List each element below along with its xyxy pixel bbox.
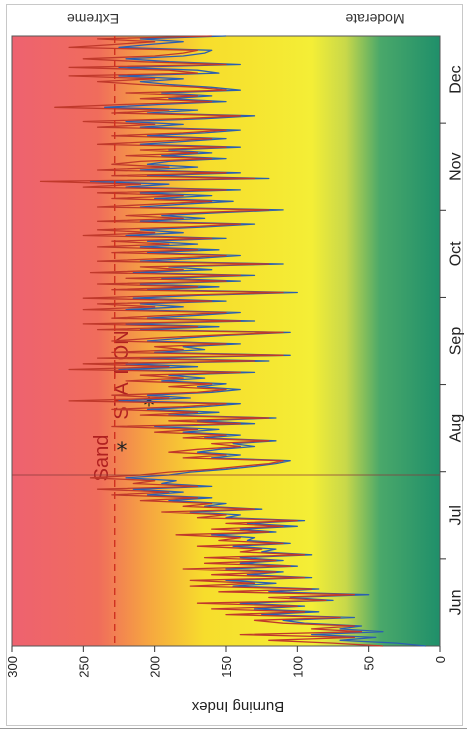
x-tick-label: Jun: [447, 590, 464, 616]
scan-edge-line: [0, 728, 467, 729]
zone-label-top-group: Extreme: [67, 11, 119, 27]
y-tick-label: 250: [76, 656, 91, 678]
annotation-sand-group: Sand: [91, 435, 113, 482]
overlay-layer: [12, 36, 440, 646]
page-frame: [6, 4, 463, 726]
y-tick-label: 300: [5, 656, 20, 678]
y-axis-title-group: Burning Index: [191, 698, 284, 715]
y-tick-label: 50: [362, 656, 377, 670]
x-tick-label: Sep: [447, 327, 464, 356]
zone-label-extreme: Extreme: [67, 11, 119, 27]
y-axis-title: Burning Index: [191, 698, 284, 715]
x-tick-label: Oct: [447, 241, 464, 266]
zone-label-bottom-group: Moderate: [345, 11, 404, 27]
plot-background: [12, 36, 440, 646]
zone-label-moderate: Moderate: [345, 11, 404, 27]
series-layer: [39, 35, 426, 647]
y-tick-label: 200: [148, 656, 163, 678]
station-star-2: *: [144, 394, 155, 419]
x-tick-label: Nov: [447, 152, 464, 180]
y-tick-label: 0: [433, 656, 448, 663]
station-star-1: *: [117, 439, 128, 464]
x-tick-label: Jul: [447, 505, 464, 525]
x-tick-label: Aug: [447, 414, 464, 442]
y-tick-label: 150: [219, 656, 234, 678]
y-tick-label: 100: [290, 656, 305, 678]
annotation-sand: Sand: [91, 435, 113, 482]
x-tick-label: Dec: [447, 65, 464, 93]
series-line-red: [39, 35, 383, 647]
